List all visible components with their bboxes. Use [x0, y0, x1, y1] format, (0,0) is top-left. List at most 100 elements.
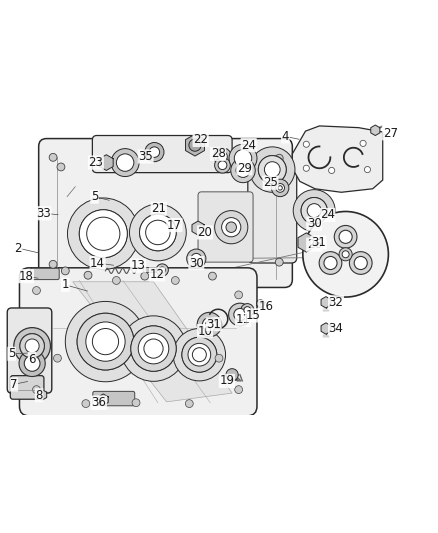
- Text: 30: 30: [307, 217, 321, 230]
- Circle shape: [121, 316, 186, 381]
- Circle shape: [231, 158, 255, 183]
- Circle shape: [303, 212, 389, 297]
- Circle shape: [293, 190, 335, 231]
- Text: 31: 31: [311, 236, 326, 249]
- Circle shape: [301, 198, 327, 224]
- Circle shape: [319, 252, 342, 274]
- Circle shape: [111, 149, 139, 176]
- Text: 33: 33: [36, 207, 51, 220]
- Circle shape: [92, 328, 119, 354]
- Circle shape: [226, 222, 237, 232]
- Text: 26: 26: [307, 238, 321, 251]
- Circle shape: [140, 214, 176, 251]
- Text: 21: 21: [151, 203, 166, 215]
- Circle shape: [20, 334, 44, 358]
- Circle shape: [303, 165, 309, 171]
- Text: 11: 11: [236, 313, 251, 326]
- Circle shape: [208, 272, 216, 280]
- FancyBboxPatch shape: [198, 192, 253, 262]
- Circle shape: [61, 267, 69, 275]
- Circle shape: [229, 144, 257, 172]
- Circle shape: [307, 204, 321, 217]
- Circle shape: [87, 217, 120, 251]
- Circle shape: [226, 369, 238, 381]
- Circle shape: [146, 220, 170, 245]
- Circle shape: [218, 161, 227, 169]
- Text: 2: 2: [14, 241, 22, 255]
- Polygon shape: [371, 125, 380, 135]
- Circle shape: [145, 142, 164, 161]
- Polygon shape: [73, 282, 232, 402]
- Circle shape: [303, 141, 309, 147]
- Text: 6: 6: [28, 352, 36, 366]
- Circle shape: [265, 161, 280, 177]
- Circle shape: [278, 185, 283, 190]
- Circle shape: [86, 322, 125, 361]
- Text: 32: 32: [328, 296, 343, 309]
- Circle shape: [79, 210, 127, 258]
- Circle shape: [191, 253, 201, 264]
- Circle shape: [342, 251, 349, 258]
- Text: 16: 16: [259, 300, 274, 313]
- Text: 28: 28: [211, 147, 226, 160]
- Text: 7: 7: [10, 378, 18, 391]
- Circle shape: [57, 163, 65, 171]
- Circle shape: [202, 318, 216, 332]
- Circle shape: [197, 312, 222, 337]
- Circle shape: [130, 204, 186, 261]
- Polygon shape: [321, 323, 331, 334]
- FancyBboxPatch shape: [11, 376, 44, 399]
- Text: 12: 12: [149, 268, 165, 281]
- Circle shape: [79, 210, 127, 258]
- Text: 5: 5: [8, 348, 15, 360]
- Circle shape: [214, 148, 231, 165]
- Circle shape: [82, 400, 90, 408]
- Text: 34: 34: [328, 322, 343, 335]
- Circle shape: [218, 152, 227, 161]
- Circle shape: [339, 230, 352, 244]
- Circle shape: [185, 400, 193, 408]
- Circle shape: [234, 309, 246, 321]
- Text: 23: 23: [88, 156, 103, 169]
- Circle shape: [149, 147, 159, 157]
- Circle shape: [113, 277, 120, 285]
- Circle shape: [276, 154, 283, 162]
- Circle shape: [19, 350, 45, 376]
- Circle shape: [334, 225, 357, 248]
- Circle shape: [188, 343, 211, 366]
- Text: 36: 36: [92, 396, 106, 409]
- Text: 22: 22: [193, 133, 208, 147]
- Circle shape: [65, 302, 146, 382]
- Bar: [143, 268, 155, 272]
- Circle shape: [250, 147, 295, 192]
- Circle shape: [354, 256, 367, 270]
- Circle shape: [150, 224, 166, 240]
- Text: 17: 17: [167, 219, 182, 231]
- Text: 5: 5: [91, 190, 98, 203]
- Text: 25: 25: [263, 176, 278, 189]
- Circle shape: [222, 217, 241, 237]
- Circle shape: [258, 156, 286, 183]
- Circle shape: [350, 252, 372, 274]
- Circle shape: [192, 348, 206, 362]
- Circle shape: [156, 264, 168, 276]
- Text: 9: 9: [94, 396, 101, 409]
- Text: 15: 15: [246, 309, 261, 322]
- Circle shape: [20, 334, 44, 358]
- Circle shape: [132, 399, 140, 407]
- Circle shape: [49, 154, 57, 161]
- Text: 4: 4: [282, 130, 289, 143]
- Polygon shape: [292, 126, 383, 192]
- Circle shape: [339, 248, 352, 261]
- Circle shape: [140, 214, 176, 251]
- FancyBboxPatch shape: [7, 308, 52, 393]
- Text: 20: 20: [198, 226, 212, 239]
- Circle shape: [141, 272, 149, 280]
- Circle shape: [189, 139, 201, 151]
- Circle shape: [14, 328, 50, 364]
- Circle shape: [364, 166, 371, 173]
- FancyBboxPatch shape: [39, 139, 292, 287]
- FancyBboxPatch shape: [30, 268, 59, 280]
- Text: 10: 10: [198, 325, 212, 337]
- Polygon shape: [192, 221, 204, 235]
